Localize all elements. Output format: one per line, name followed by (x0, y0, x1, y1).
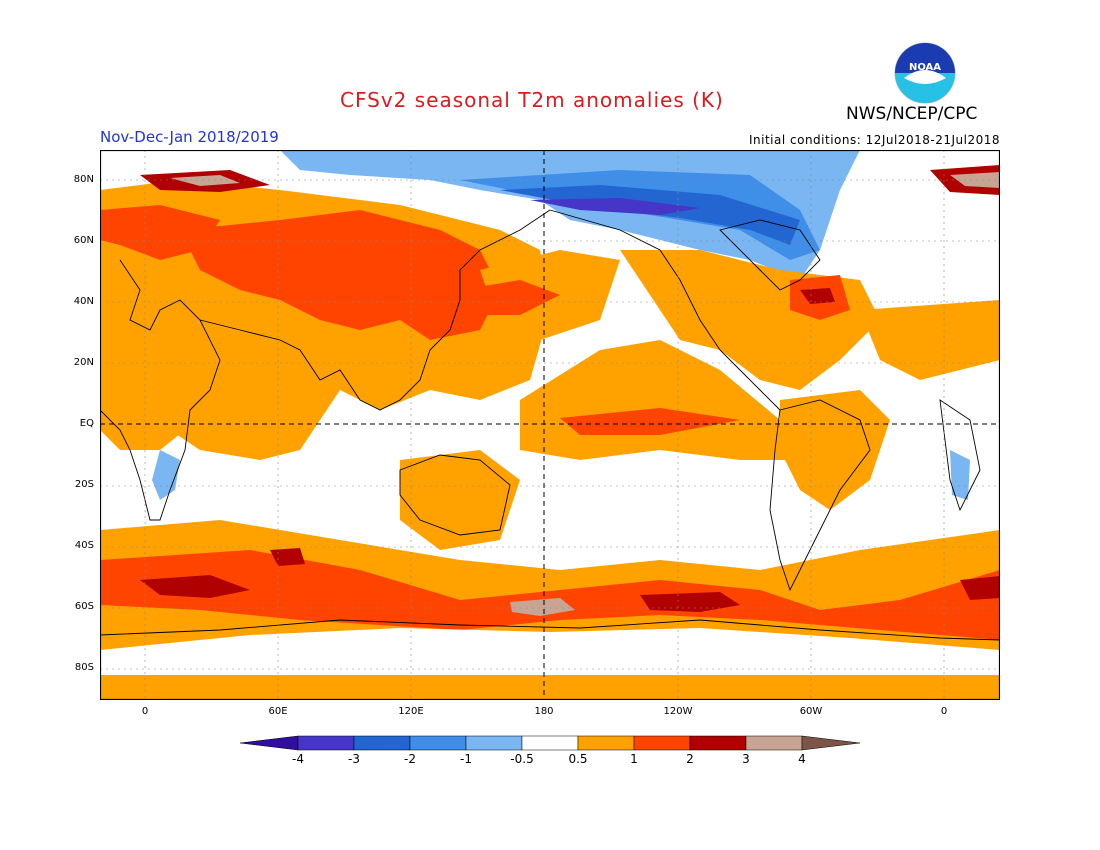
colorbar-label: 2 (686, 752, 694, 766)
colorbar-label: 0.5 (568, 752, 588, 766)
agency-label: NWS/NCEP/CPC (846, 104, 978, 124)
anomaly-region-north-pacific-red (460, 280, 560, 315)
anomaly-region-antarctic-coast-orange (100, 675, 1000, 700)
anomaly-region-south-indian-darkred (140, 575, 250, 598)
colorbar-swatch (409, 735, 467, 751)
colorbar-label: 1 (630, 752, 638, 766)
colorbar (240, 735, 861, 751)
colorbar-swatch (577, 735, 635, 751)
lat-label: 60S (74, 601, 94, 612)
colorbar-label: -1 (460, 752, 472, 766)
lat-label: 80N (73, 174, 94, 185)
coastlines (100, 209, 1000, 641)
colorbar-label: -2 (404, 752, 416, 766)
lon-label: 180 (534, 706, 554, 717)
lat-label: 60N (73, 235, 94, 246)
lat-label: 40S (74, 540, 94, 551)
anomaly-region-eurasia-red (180, 210, 500, 340)
lon-label: 120W (663, 706, 693, 717)
lat-label: 80S (74, 662, 94, 673)
colorbar-label: -0.5 (510, 752, 534, 766)
map-frame (100, 150, 1000, 700)
anomaly-region-south-pacific-tan (510, 598, 575, 616)
colorbar-swatch (633, 735, 691, 751)
svg-text:NOAA: NOAA (909, 62, 941, 73)
lon-label: 0 (940, 706, 948, 717)
colorbar-label: -3 (348, 752, 360, 766)
anomaly-region-siberia-tan (170, 175, 240, 186)
anomaly-region-southern-ocean-red (100, 550, 1000, 640)
anomaly-region-australia (400, 450, 520, 550)
anomaly-region-south-pacific-darkred (640, 592, 740, 612)
anomaly-region-south-atlantic-blue (950, 450, 970, 500)
anomaly-region-east-africa-blue (152, 450, 180, 500)
graticule (100, 150, 1000, 700)
colorbar-swatch (521, 735, 579, 751)
initial-conditions: Initial conditions: 12Jul2018-21Jul2018 (748, 133, 1000, 147)
anomaly-region-south-america (780, 390, 890, 510)
lat-label: 40N (73, 296, 94, 307)
colorbar-swatch (465, 735, 523, 751)
colorbar-swatch (353, 735, 411, 751)
colorbar-swatch (745, 735, 803, 751)
noaa-logo: NOAA (894, 42, 956, 104)
anomaly-region-el-nino-red (560, 408, 740, 435)
lon-label: 120E (398, 706, 424, 717)
colorbar-label: 3 (742, 752, 750, 766)
colorbar-label: -4 (292, 752, 304, 766)
colorbar-high-arrow (801, 735, 861, 751)
lat-label: EQ (79, 418, 94, 429)
forecast-period: Nov-Dec-Jan 2018/2019 (100, 128, 279, 146)
anomaly-region-far-right-tan (950, 172, 1000, 188)
lon-label: 60E (268, 706, 288, 717)
anomaly-map (100, 150, 1000, 700)
colorbar-label: 4 (798, 752, 806, 766)
lon-label: 60W (799, 706, 823, 717)
colorbar-swatch (297, 735, 355, 751)
lat-label: 20S (74, 479, 94, 490)
anomaly-region-antarctica-neutral (100, 628, 1000, 680)
colorbar-low-arrow (240, 735, 299, 751)
anomaly-region-europe-red (100, 205, 220, 260)
lat-label: 20N (73, 357, 94, 368)
lon-label: 0 (141, 706, 149, 717)
equator-dateline (100, 150, 1000, 700)
colorbar-swatch (689, 735, 747, 751)
chart-title: CFSv2 seasonal T2m anomalies (K) (340, 88, 724, 112)
anomaly-region-indian-ocean-hotspot (270, 548, 305, 566)
anomaly-region-arctic-blue-deep (530, 198, 700, 215)
anomaly-region-atlantic-orange (860, 300, 1000, 380)
anomaly-region-north-atlantic-dark (800, 288, 835, 304)
anomaly-region-south-atlantic-darkred (960, 576, 1000, 600)
